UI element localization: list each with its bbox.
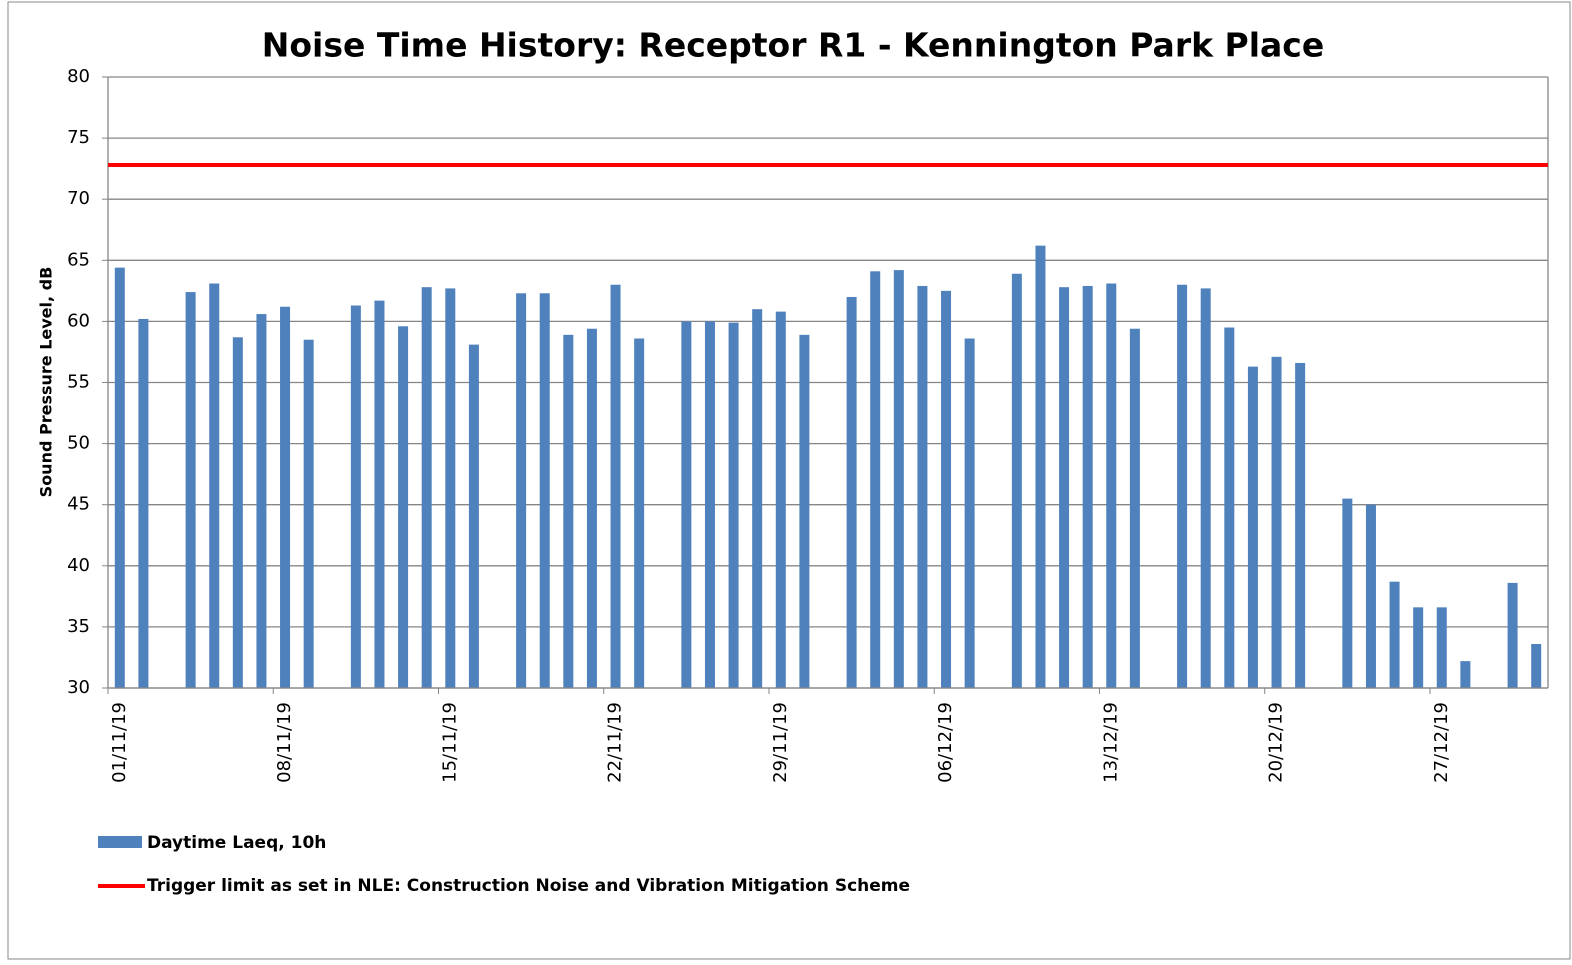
bar (1413, 607, 1424, 688)
y-tick-label: 30 (67, 677, 90, 698)
bar (1436, 607, 1447, 688)
bar (1460, 661, 1471, 688)
bar (610, 284, 621, 688)
x-tick-label: 13/12/19 (1100, 702, 1121, 783)
chart-frame (7, 1, 1571, 960)
bar (941, 290, 952, 688)
bar (1011, 273, 1022, 688)
y-tick-label: 40 (67, 555, 90, 576)
x-tick-label: 27/12/19 (1431, 702, 1452, 783)
bar (1247, 366, 1258, 688)
x-tick-label: 22/11/19 (605, 702, 626, 783)
bar (468, 344, 479, 688)
bar (704, 321, 715, 688)
chart-title: Noise Time History: Receptor R1 - Kennin… (262, 26, 1325, 65)
y-tick-label: 80 (67, 66, 90, 87)
bar (1177, 284, 1188, 688)
bar (799, 334, 810, 688)
y-tick-label: 50 (67, 433, 90, 454)
bar (138, 318, 149, 688)
y-tick-label: 45 (67, 494, 90, 515)
bar (1365, 504, 1376, 688)
bar (539, 293, 550, 688)
bar (303, 339, 314, 688)
bar (634, 338, 645, 688)
bar (1082, 285, 1093, 688)
bar (421, 287, 432, 688)
bar (1106, 283, 1117, 688)
x-tick-label: 20/12/19 (1266, 702, 1287, 783)
bar (728, 322, 739, 688)
bar (752, 309, 763, 688)
bar (232, 337, 243, 688)
bar (563, 334, 574, 688)
bar (1224, 327, 1235, 688)
bar (209, 283, 220, 688)
y-tick-label: 70 (67, 188, 90, 209)
bar (516, 293, 527, 688)
bar (185, 292, 196, 688)
bar (1531, 644, 1542, 688)
y-tick-label: 60 (67, 310, 90, 331)
x-tick-label: 06/12/19 (935, 702, 956, 783)
bar (917, 285, 928, 688)
x-tick-label: 15/11/19 (439, 702, 460, 783)
bar (893, 270, 904, 688)
y-axis-label: Sound Pressure Level, dB (37, 267, 56, 498)
bar (681, 321, 692, 688)
bar (398, 326, 409, 688)
bar (1389, 581, 1400, 688)
bar (870, 271, 881, 688)
bar (1200, 288, 1211, 688)
y-tick-label: 75 (67, 127, 90, 148)
bar (1342, 498, 1353, 688)
legend-label: Daytime Laeq, 10h (147, 833, 326, 853)
bar (1507, 582, 1518, 688)
bar (114, 267, 125, 688)
legend-swatch (98, 836, 142, 848)
bar (1129, 328, 1140, 688)
bar (775, 311, 786, 688)
y-tick-label: 35 (67, 616, 90, 637)
x-tick-label: 08/11/19 (274, 702, 295, 783)
bar (445, 288, 456, 688)
bar (374, 300, 385, 688)
bar (1059, 287, 1070, 688)
bar (846, 296, 857, 688)
x-tick-label: 29/11/19 (770, 702, 791, 783)
bar (964, 338, 975, 688)
bar (256, 314, 267, 688)
bar (280, 306, 291, 688)
bar (1271, 356, 1282, 688)
x-tick-label: 01/11/19 (109, 702, 130, 783)
y-tick-label: 55 (67, 372, 90, 393)
bar (586, 328, 597, 688)
y-tick-label: 65 (67, 249, 90, 270)
bar (1035, 245, 1046, 689)
bar (350, 305, 361, 688)
legend-label: Trigger limit as set in NLE: Constructio… (147, 876, 910, 896)
bar (1295, 362, 1306, 688)
